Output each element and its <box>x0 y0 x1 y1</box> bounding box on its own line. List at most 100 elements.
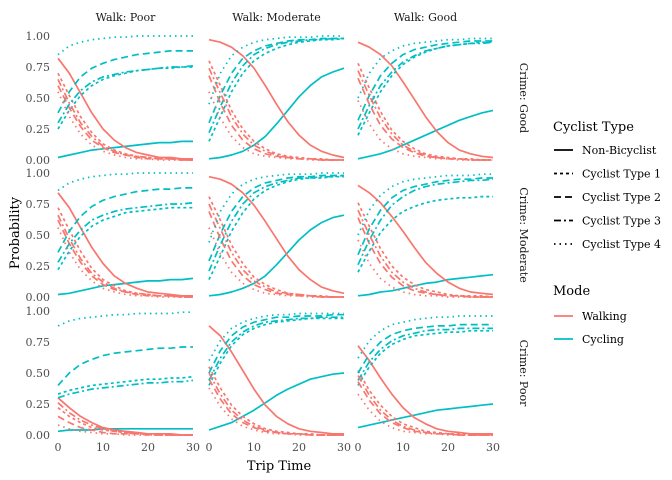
series-line-cycling-non-bicyclist <box>357 109 494 160</box>
x-tick-label: 0 <box>206 441 213 454</box>
series-line-walking-cyclist-type-3 <box>357 209 493 298</box>
series-line-cycling-non-bicyclist <box>208 372 345 431</box>
series-line-walking-cyclist-type-2 <box>357 381 493 436</box>
x-tick-label: 10 <box>96 441 110 454</box>
x-tick-label: 10 <box>396 441 410 454</box>
y-tick-label: 0.00 <box>26 291 51 304</box>
series-line-walking-cyclist-type-2 <box>357 217 493 298</box>
y-axis-title: Probability <box>8 196 23 269</box>
series-line-walking-non-bicyclist <box>208 175 345 295</box>
panel-crime-good-walk-good <box>357 37 494 161</box>
series-line-cycling-cyclist-type-3 <box>208 37 344 134</box>
y-tick-label: 0.50 <box>26 229 51 242</box>
y-tick-label: 0.25 <box>26 123 51 136</box>
legend-title-mode: Mode <box>553 284 590 299</box>
series-line-walking-cyclist-type-4 <box>57 91 193 161</box>
legend-label-cyclist-type-4: Cyclist Type 4 <box>582 238 661 251</box>
series-line-cycling-cyclist-type-1 <box>57 206 193 271</box>
panel-crime-moderate-walk-good <box>357 173 494 298</box>
series-line-cycling-cyclist-type-2 <box>57 346 193 386</box>
panel-crime-poor-walk-moderate <box>208 312 345 436</box>
facet-col-label-walk-good: Walk: Good <box>394 11 457 24</box>
panel-crime-poor-walk-poor <box>57 311 194 436</box>
series-line-cycling-cyclist-type-1 <box>208 37 345 142</box>
series-line-cycling-cyclist-type-2 <box>357 177 493 256</box>
series-line-cycling-non-bicyclist <box>208 67 345 160</box>
x-tick-label: 0 <box>55 441 62 454</box>
series-line-cycling-non-bicyclist <box>57 427 193 433</box>
series-line-cycling-non-bicyclist <box>57 140 193 159</box>
x-tick-label: 10 <box>247 441 261 454</box>
series-line-walking-non-bicyclist <box>357 184 494 296</box>
legend-title-cyclist-type: Cyclist Type <box>553 120 634 135</box>
y-tick-label: 0.25 <box>26 260 51 273</box>
x-tick-label: 30 <box>186 441 200 454</box>
series-line-walking-cyclist-type-3 <box>357 375 493 436</box>
series-line-walking-cyclist-type-4 <box>208 227 344 298</box>
x-axis-title: Trip Time <box>247 459 312 474</box>
series-line-walking-cyclist-type-1 <box>57 72 194 161</box>
legend-label-cyclist-type-3: Cyclist Type 3 <box>582 215 661 228</box>
series-line-walking-cyclist-type-3 <box>57 402 193 436</box>
facet-row-label-crime-good: Crime: Good <box>517 63 530 133</box>
facet-col-label-walk-moderate: Walk: Moderate <box>232 11 320 24</box>
series-line-cycling-cyclist-type-1 <box>357 195 493 273</box>
series-line-cycling-cyclist-type-3 <box>357 327 493 381</box>
series-line-walking-cyclist-type-1 <box>208 196 344 298</box>
legend-label-walking: Walking <box>582 310 627 323</box>
x-tick-label: 20 <box>141 441 155 454</box>
series-line-walking-non-bicyclist <box>57 397 193 436</box>
y-tick-label: 0.75 <box>26 336 51 349</box>
series-line-cycling-cyclist-type-2 <box>208 174 344 262</box>
series-line-cycling-cyclist-type-4 <box>208 172 344 243</box>
series-line-walking-non-bicyclist <box>208 325 344 435</box>
series-line-walking-cyclist-type-1 <box>357 370 493 436</box>
facet-row-label-crime-poor: Crime: Poor <box>517 340 530 408</box>
series-line-cycling-cyclist-type-2 <box>57 187 193 253</box>
series-line-walking-cyclist-type-3 <box>208 203 344 298</box>
series-line-cycling-cyclist-type-4 <box>57 172 193 192</box>
series-line-walking-non-bicyclist <box>57 192 193 297</box>
y-tick-label: 1.00 <box>26 30 51 43</box>
series-line-cycling-cyclist-type-3 <box>208 174 345 272</box>
series-line-walking-non-bicyclist <box>208 38 345 159</box>
series-line-walking-cyclist-type-4 <box>357 239 493 298</box>
series-line-cycling-non-bicyclist <box>208 214 345 297</box>
series-line-cycling-cyclist-type-3 <box>357 41 494 130</box>
series-line-cycling-cyclist-type-1 <box>57 66 193 130</box>
series-line-walking-cyclist-type-3 <box>57 214 193 298</box>
y-tick-label: 0.50 <box>26 367 51 380</box>
series-line-cycling-cyclist-type-4 <box>57 35 193 56</box>
series-line-walking-cyclist-type-4 <box>57 424 193 436</box>
series-line-walking-non-bicyclist <box>57 57 193 160</box>
series-line-cycling-cyclist-type-4 <box>357 315 493 359</box>
series-line-walking-cyclist-type-4 <box>208 91 344 161</box>
legend-label-cyclist-type-2: Cyclist Type 2 <box>582 191 661 204</box>
x-tick-label: 20 <box>292 441 306 454</box>
series-line-walking-cyclist-type-1 <box>357 62 493 161</box>
y-tick-label: 0.50 <box>26 92 51 105</box>
series-line-walking-cyclist-type-1 <box>208 60 344 161</box>
series-line-walking-cyclist-type-4 <box>357 100 493 161</box>
series-line-walking-non-bicyclist <box>357 41 494 159</box>
series-line-cycling-cyclist-type-3 <box>357 178 494 266</box>
series-line-walking-non-bicyclist <box>357 345 493 435</box>
series-line-walking-cyclist-type-3 <box>208 67 344 161</box>
legend: Cyclist Type Non-Bicyclist Cyclist Type 1 C… <box>553 120 661 346</box>
series-line-walking-cyclist-type-2 <box>357 77 493 161</box>
series-line-cycling-non-bicyclist <box>357 403 494 429</box>
facet-panels: Walk: Poor Walk: Moderate Walk: Good Crime:… <box>26 11 531 454</box>
x-tick-label: 20 <box>441 441 455 454</box>
series-line-cycling-non-bicyclist <box>357 273 494 297</box>
panel-crime-good-walk-moderate <box>208 35 345 161</box>
series-line-walking-cyclist-type-2 <box>208 378 344 436</box>
series-line-cycling-cyclist-type-2 <box>208 37 344 124</box>
series-line-cycling-cyclist-type-4 <box>357 173 493 236</box>
panel-crime-poor-walk-good <box>357 315 494 436</box>
legend-label-cyclist-type-1: Cyclist Type 1 <box>582 168 661 181</box>
panel-crime-moderate-walk-moderate <box>208 172 345 298</box>
facet-col-label-walk-poor: Walk: Poor <box>96 11 156 24</box>
series-line-walking-cyclist-type-1 <box>57 207 194 298</box>
